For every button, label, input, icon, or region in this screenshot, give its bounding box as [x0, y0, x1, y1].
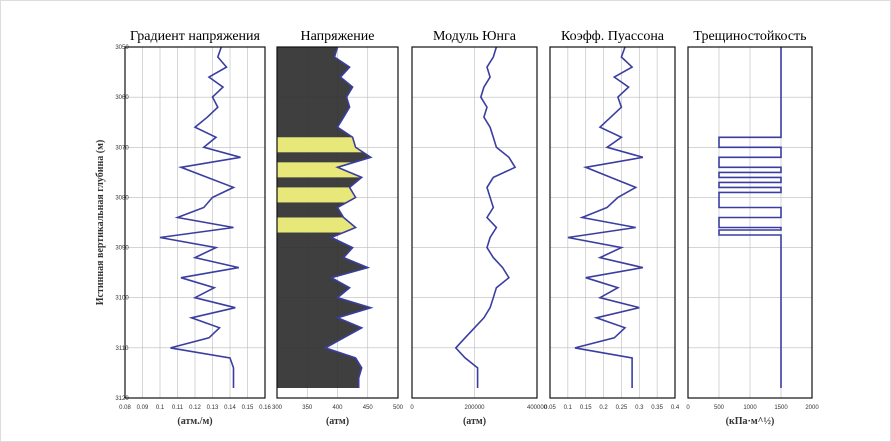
x-tick-label: 400000: [527, 405, 548, 411]
y-tick-label: 3110: [116, 346, 130, 352]
panel-border: [124, 46, 266, 399]
curve: [454, 46, 517, 388]
x-tick-label: 500: [714, 405, 725, 411]
panel-title: Трещиностойкость: [693, 29, 806, 44]
curve: [567, 46, 644, 388]
x-tick-label: 0.12: [189, 405, 201, 411]
panel-title: Градиент напряжения: [130, 29, 261, 44]
x-axis-label: (атм): [326, 416, 349, 427]
x-tick-label: 300: [272, 405, 283, 411]
x-tick-label: 2000: [805, 405, 819, 411]
x-tick-label: 350: [302, 405, 313, 411]
y-axis-label: Истинная вертикальная глубина (м): [95, 140, 106, 306]
x-tick-label: 0.4: [671, 405, 680, 411]
y-tick-label: 3120: [115, 396, 129, 402]
x-tick-label: 0.08: [119, 405, 131, 411]
panel-border: [687, 46, 813, 399]
curve: [718, 47, 782, 388]
x-tick-label: 0.11: [172, 405, 184, 411]
x-tick-label: 0.09: [137, 405, 149, 411]
x-tick-label: 400: [332, 405, 343, 411]
zone: [277, 187, 371, 203]
x-tick-label: 0.13: [207, 405, 219, 411]
x-tick-label: 0.15: [242, 405, 254, 411]
y-tick-label: 3100: [115, 296, 129, 302]
panel-border: [549, 46, 676, 399]
x-tick-label: 0.1: [564, 405, 573, 411]
panel-title: Напряжение: [301, 29, 375, 44]
x-tick-label: 0.1: [156, 405, 165, 411]
y-tick-label: 3050: [115, 45, 129, 51]
x-tick-label: 200000: [464, 405, 485, 411]
y-tick-label: 3070: [115, 145, 129, 151]
x-tick-label: 0.2: [599, 405, 608, 411]
x-tick-label: 0.3: [635, 405, 644, 411]
x-tick-label: 0: [410, 405, 414, 411]
x-tick-label: 450: [363, 405, 374, 411]
panel-border: [276, 46, 399, 399]
x-tick-label: 0.16: [259, 405, 271, 411]
x-tick-label: 0.05: [544, 405, 556, 411]
x-tick-label: 0.25: [616, 405, 628, 411]
x-tick-label: 1000: [743, 405, 757, 411]
panel-border: [411, 46, 538, 399]
panel-title: Коэфф. Пуассона: [561, 29, 665, 44]
x-axis-label: (атм): [463, 416, 486, 427]
y-tick-label: 3080: [115, 195, 129, 201]
x-tick-label: 500: [393, 405, 404, 411]
x-tick-label: 0: [686, 405, 690, 411]
x-tick-label: 0.35: [651, 405, 663, 411]
curve: [159, 46, 241, 388]
curve: [323, 46, 374, 388]
x-tick-label: 1500: [774, 405, 788, 411]
x-axis-label: (кПа·м^½): [726, 416, 775, 427]
x-tick-label: 0.15: [580, 405, 592, 411]
y-tick-label: 3090: [115, 246, 129, 252]
zone: [277, 137, 371, 153]
x-axis-label: (атм./м): [177, 416, 212, 427]
x-tick-label: 0.14: [224, 405, 236, 411]
panel-title: Модуль Юнга: [433, 29, 517, 44]
y-tick-label: 3060: [115, 95, 129, 101]
